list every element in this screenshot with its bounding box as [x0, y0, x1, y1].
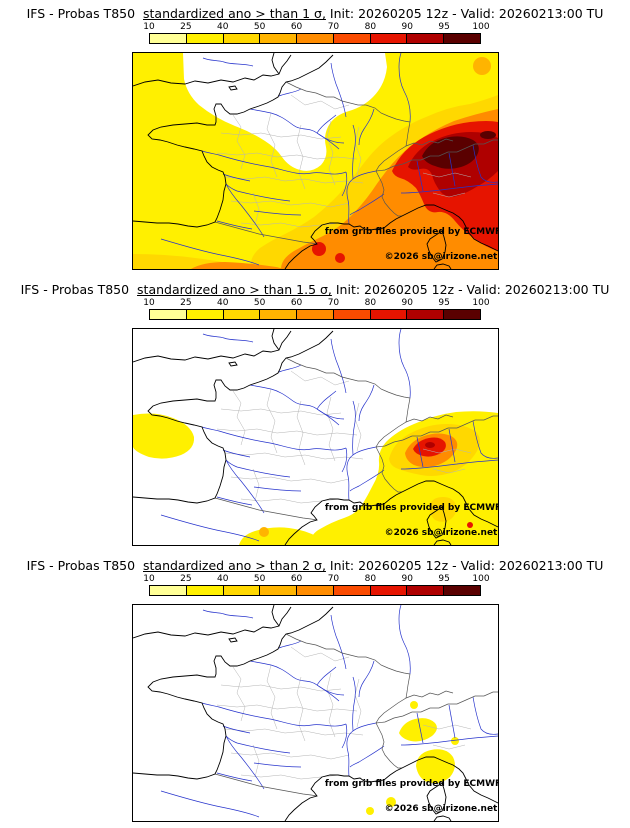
colorbar-segment [260, 310, 298, 319]
colorbar-segment [150, 34, 187, 43]
map-canvas-2sigma: from grib files provided by ECMWF ©2026 … [132, 604, 501, 822]
colorbar-segment [333, 34, 371, 43]
ecmwf-credit: from grib files provided by ECMWF [324, 779, 497, 789]
colorbar-segment [297, 586, 334, 595]
colorbar-tick-label: 70 [327, 22, 340, 32]
colorbar-segment [150, 310, 187, 319]
colorbar-tick-label: 95 [438, 574, 450, 584]
map-canvas-1-5sigma: from grib files provided by ECMWF ©2026 … [132, 328, 501, 546]
colorbar-tick-label: 50 [253, 22, 266, 32]
below-threshold-base [132, 605, 498, 821]
colorbar-tick-label: 90 [401, 22, 413, 32]
colorbar-tick-label: 80 [364, 298, 377, 308]
colorbar-tick-label: 80 [364, 22, 377, 32]
colorbar-tick-label: 60 [290, 298, 303, 308]
colorbar-segment [150, 586, 187, 595]
colorbar-tick-label: 25 [180, 574, 192, 584]
probability-shading-2sigma [365, 701, 459, 815]
colorbar-segment [444, 586, 481, 595]
title-suffix: Init: 20260205 12z - Valid: 20260213:00 … [325, 558, 604, 573]
colorbar-segment [444, 34, 481, 43]
copyright-text: ©2026 sb@irizone.net [384, 252, 497, 262]
colorbar-segment [223, 586, 261, 595]
colorbar-tick-label: 40 [217, 574, 229, 584]
panel-1-5sigma: IFS - Probas T850 standardized ano > tha… [0, 276, 630, 552]
copyright-text: ©2026 sb@irizone.net [384, 804, 497, 814]
ecmwf-credit: from grib files provided by ECMWF [324, 227, 497, 237]
colorbar-segment [333, 586, 371, 595]
colorbar-segment [186, 34, 224, 43]
colorbar-segment [407, 586, 445, 595]
colorbar-segment [297, 310, 334, 319]
probability-shading-1-5sigma [132, 411, 498, 545]
colorbar-tick-label: 100 [472, 574, 490, 584]
colorbar-segment [370, 586, 408, 595]
colorbar-tick-label: 95 [438, 298, 450, 308]
title-prefix: IFS - Probas T850 [26, 558, 143, 573]
ecmwf-credit: from grib files provided by ECMWF [324, 503, 497, 513]
title-threshold: standardized ano > than 1 σ, [143, 6, 326, 21]
map-1-5sigma: from grib files provided by ECMWF ©2026 … [131, 328, 501, 546]
probability-shading-1sigma [132, 53, 498, 269]
colorbar-segment [370, 310, 408, 319]
panel-title-3: IFS - Probas T850 standardized ano > tha… [0, 552, 630, 573]
colorbar-segment [223, 310, 261, 319]
probability-colorbar-2: 10 25 40 50 60 70 80 90 95 100 [143, 298, 490, 320]
title-threshold: standardized ano > than 1.5 σ, [137, 282, 332, 297]
colorbar-segment [186, 586, 224, 595]
title-suffix: Init: 20260205 12z - Valid: 20260213:00 … [331, 282, 610, 297]
colorbar-tick-label: 40 [217, 298, 229, 308]
panel-title-2: IFS - Probas T850 standardized ano > tha… [0, 276, 630, 297]
probability-colorbar-1: 10 25 40 50 60 70 80 90 95 100 [143, 22, 490, 44]
title-suffix: Init: 20260205 12z - Valid: 20260213:00 … [325, 6, 604, 21]
colorbar-tick-label: 70 [327, 298, 340, 308]
colorbar-segment [297, 34, 334, 43]
colorbar-segment [333, 310, 371, 319]
colorbar-segment [407, 310, 445, 319]
map-1sigma: from grib files provided by ECMWF ©2026 … [131, 52, 501, 270]
colorbar-tick-label: 10 [143, 574, 155, 584]
colorbar-tick-label: 90 [401, 574, 413, 584]
colorbar-tick-label: 25 [180, 298, 192, 308]
colorbar-segment [407, 34, 445, 43]
colorbar-segment [223, 34, 261, 43]
copyright-text: ©2026 sb@irizone.net [384, 528, 497, 538]
colorbar-tick-label: 70 [327, 574, 340, 584]
colorbar-segment [370, 34, 408, 43]
colorbar-tick-label: 40 [217, 22, 229, 32]
map-2sigma: from grib files provided by ECMWF ©2026 … [131, 604, 501, 822]
colorbar-tick-label: 60 [290, 22, 303, 32]
colorbar-tick-label: 100 [472, 298, 490, 308]
colorbar-tick-label: 100 [472, 22, 490, 32]
colorbar-tick-label: 90 [401, 298, 413, 308]
colorbar-segment [260, 586, 298, 595]
panel-1sigma: IFS - Probas T850 standardized ano > tha… [0, 0, 630, 276]
colorbar-tick-label: 60 [290, 574, 303, 584]
colorbar-tick-label: 50 [253, 574, 266, 584]
title-prefix: IFS - Probas T850 [20, 282, 138, 297]
colorbar-tick-label: 95 [438, 22, 450, 32]
colorbar-segment [444, 310, 481, 319]
map-canvas-1sigma: from grib files provided by ECMWF ©2026 … [132, 52, 501, 270]
title-threshold: standardized ano > than 2 σ, [143, 558, 326, 573]
colorbar-segment [186, 310, 224, 319]
colorbar-segment [260, 34, 298, 43]
colorbar-tick-label: 10 [143, 22, 155, 32]
colorbar-tick-label: 25 [180, 22, 192, 32]
panel-2sigma: IFS - Probas T850 standardized ano > tha… [0, 552, 630, 828]
colorbar-tick-label: 50 [253, 298, 266, 308]
probability-colorbar-3: 10 25 40 50 60 70 80 90 95 100 [143, 574, 490, 596]
title-prefix: IFS - Probas T850 [26, 6, 143, 21]
colorbar-tick-label: 10 [143, 298, 155, 308]
colorbar-tick-label: 80 [364, 574, 377, 584]
panel-title-1: IFS - Probas T850 standardized ano > tha… [0, 0, 630, 21]
